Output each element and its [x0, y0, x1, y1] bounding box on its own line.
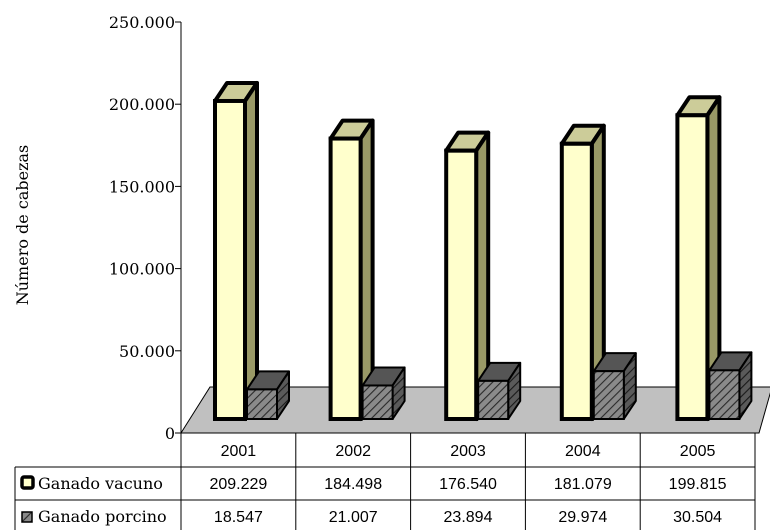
bar-ganado-porcino [708, 351, 753, 420]
table-cell-value: 29.974 [558, 509, 607, 526]
table-cell-value: 30.504 [673, 509, 722, 526]
y-tick-label: 100.000 [109, 260, 175, 279]
table-cell-value: 176.540 [439, 476, 497, 493]
data-table: 2001 2002 2003 2004 2005 Ganado vacuno 209.229… [14, 432, 756, 530]
bar-ganado-porcino [246, 370, 290, 420]
table-cell-value: 184.498 [324, 476, 382, 493]
series-name: Ganado porcino [38, 507, 167, 526]
series-name: Ganado vacuno [38, 474, 163, 493]
category-label: 2003 [450, 443, 486, 460]
legend-key-ganado-porcino [21, 511, 33, 523]
table-cell-value: 21.007 [329, 509, 378, 526]
category-label: 2005 [680, 443, 716, 460]
y-axis-title: Número de cabezas [13, 145, 32, 306]
table-cell-value: 199.815 [669, 476, 727, 493]
y-tick-label: 50.000 [119, 342, 175, 361]
bar-ganado-porcino [361, 366, 406, 421]
bar-ganado-vacuno [559, 123, 606, 421]
category-label: 2002 [335, 443, 371, 460]
bar-ganado-porcino [592, 352, 637, 421]
category-label: 2004 [565, 443, 601, 460]
y-tick-label: 150.000 [109, 177, 175, 196]
category-label: 2001 [221, 443, 257, 460]
bar-ganado-porcino [477, 361, 522, 420]
legend-key-ganado-vacuno [20, 475, 35, 490]
bar-ganado-vacuno [444, 130, 491, 421]
y-axis-ticks: 0 50.000 100.000 150.000 200.000 250.000 [109, 13, 181, 443]
y-tick-label: 0 [165, 424, 175, 443]
bars-group [213, 80, 753, 422]
table-cell-value: 181.079 [554, 476, 612, 493]
y-tick-label: 250.000 [109, 13, 175, 32]
bar-ganado-vacuno [213, 80, 259, 421]
y-tick-label: 200.000 [109, 95, 175, 114]
table-cell-value: 209.229 [209, 476, 267, 493]
table-cell-value: 18.547 [214, 509, 263, 526]
table-cell-value: 23.894 [444, 509, 493, 526]
bar-ganado-vacuno [328, 118, 375, 421]
